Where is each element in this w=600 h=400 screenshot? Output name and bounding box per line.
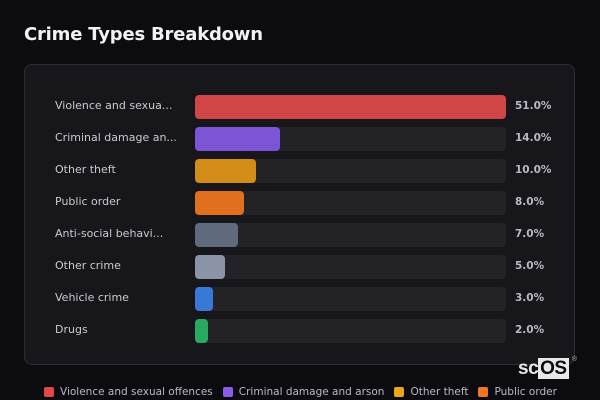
chart-title: Crime Types Breakdown	[24, 24, 263, 45]
watermark-sc: sc	[518, 358, 539, 379]
bar-track	[195, 127, 506, 151]
chart-legend: Violence and sexual offences Criminal dam…	[44, 386, 557, 398]
bar[interactable]	[195, 223, 238, 247]
category-label: Drugs	[55, 323, 88, 336]
value-label: 3.0%	[515, 292, 545, 304]
legend-item[interactable]: Public order	[478, 386, 557, 398]
legend-item[interactable]: Violence and sexual offences	[44, 386, 213, 398]
category-label: Anti-social behavi...	[55, 227, 164, 240]
value-label: 8.0%	[515, 196, 545, 208]
bar-row[interactable]: Anti-social behavi... 7.0%	[25, 223, 574, 247]
legend-label: Criminal damage and arson	[238, 386, 385, 398]
bar-row[interactable]: Other crime 5.0%	[25, 255, 574, 279]
value-label: 51.0%	[515, 100, 552, 112]
value-label: 7.0%	[515, 228, 545, 240]
bar-track	[195, 159, 506, 183]
chart-panel: Violence and sexua... 51.0% Criminal damag…	[24, 64, 575, 365]
bar-track	[195, 95, 506, 119]
value-label: 5.0%	[515, 260, 545, 272]
legend-label: Other theft	[410, 386, 469, 398]
legend-label: Violence and sexual offences	[60, 386, 213, 398]
bar-row[interactable]: Criminal damage an... 14.0%	[25, 127, 574, 151]
legend-swatch-icon	[222, 387, 233, 397]
bar-row[interactable]: Vehicle crime 3.0%	[25, 287, 574, 311]
category-label: Public order	[55, 195, 121, 208]
bar-row[interactable]: Other theft 10.0%	[25, 159, 574, 183]
bar-row[interactable]: Violence and sexua... 51.0%	[25, 95, 574, 119]
watermark-logo: sc OS ®	[518, 356, 577, 380]
bar[interactable]	[195, 127, 281, 151]
category-label: Vehicle crime	[55, 291, 129, 304]
bar[interactable]	[195, 255, 226, 279]
value-label: 10.0%	[515, 164, 552, 176]
bar-row[interactable]: Drugs 2.0%	[25, 319, 574, 343]
legend-swatch-icon	[394, 387, 405, 397]
category-label: Criminal damage an...	[55, 131, 177, 144]
bar-track	[195, 255, 506, 279]
category-label: Other crime	[55, 259, 121, 272]
bar-track	[195, 191, 506, 215]
legend-swatch-icon	[478, 387, 489, 397]
bar-track	[195, 319, 506, 343]
watermark-os: OS	[538, 358, 569, 379]
bar[interactable]	[195, 159, 256, 183]
bar[interactable]	[195, 287, 214, 311]
legend-item[interactable]: Criminal damage and arson	[222, 386, 385, 398]
legend-item[interactable]: Other theft	[394, 386, 468, 398]
legend-swatch-icon	[44, 387, 54, 397]
registered-icon: ®	[571, 356, 577, 363]
category-label: Other theft	[55, 163, 116, 176]
bar[interactable]	[195, 191, 244, 215]
category-label: Violence and sexua...	[55, 99, 173, 112]
bar-track	[195, 223, 506, 247]
value-label: 14.0%	[515, 132, 552, 144]
value-label: 2.0%	[515, 324, 545, 336]
bar-row[interactable]: Public order 8.0%	[25, 191, 574, 215]
bar-track	[195, 287, 506, 311]
legend-label: Public order	[494, 386, 557, 398]
bar[interactable]	[195, 95, 506, 119]
bar[interactable]	[195, 319, 208, 343]
